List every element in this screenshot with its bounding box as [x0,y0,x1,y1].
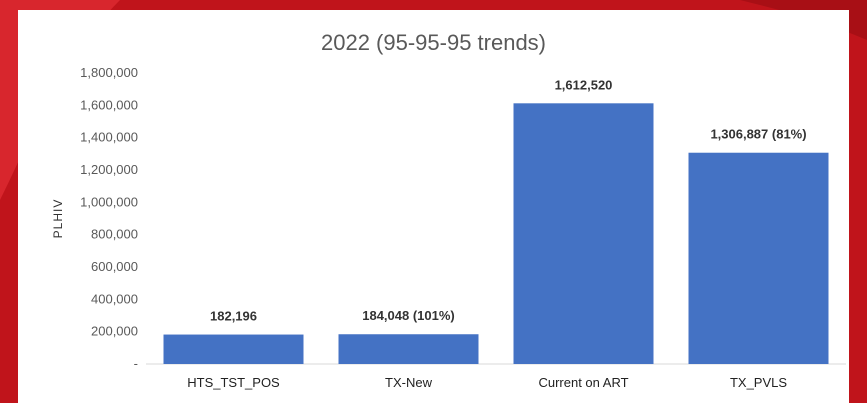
y-tick-label: 600,000 [91,259,138,274]
y-tick-label: 1,600,000 [80,97,138,112]
chart-panel: 2022 (95-95-95 trends) - 200,000 400,000 60… [18,10,849,403]
data-label: 1,612,520 [555,77,613,92]
bar-0 [163,334,304,364]
y-tick-label: 1,200,000 [80,162,138,177]
chart-title: 2022 (95-95-95 trends) [320,30,547,55]
y-tick-label: 800,000 [91,227,138,242]
data-label: 1,306,887 (81%) [710,127,806,142]
bar-2 [513,103,654,364]
bar-3 [688,152,829,364]
y-tick-label: - [134,356,138,371]
y-tick-label: 1,000,000 [80,194,138,209]
data-label: 184,048 (101%) [362,308,455,323]
category-label: TX_PVLS [730,375,787,390]
category-label: HTS_TST_POS [187,375,280,390]
y-tick-label: 1,800,000 [80,65,138,80]
y-axis-label: PLHIV [51,199,65,239]
data-label: 182,196 [210,309,257,324]
y-tick-label: 200,000 [91,324,138,339]
category-label: Current on ART [538,375,628,390]
bar-1 [338,334,479,364]
category-label: TX-New [385,375,433,390]
bar-chart: - 200,000 400,000 600,000 800,000 1,000,000 1,… [51,65,846,390]
y-tick-label: 400,000 [91,291,138,306]
y-tick-label: 1,400,000 [80,130,138,145]
